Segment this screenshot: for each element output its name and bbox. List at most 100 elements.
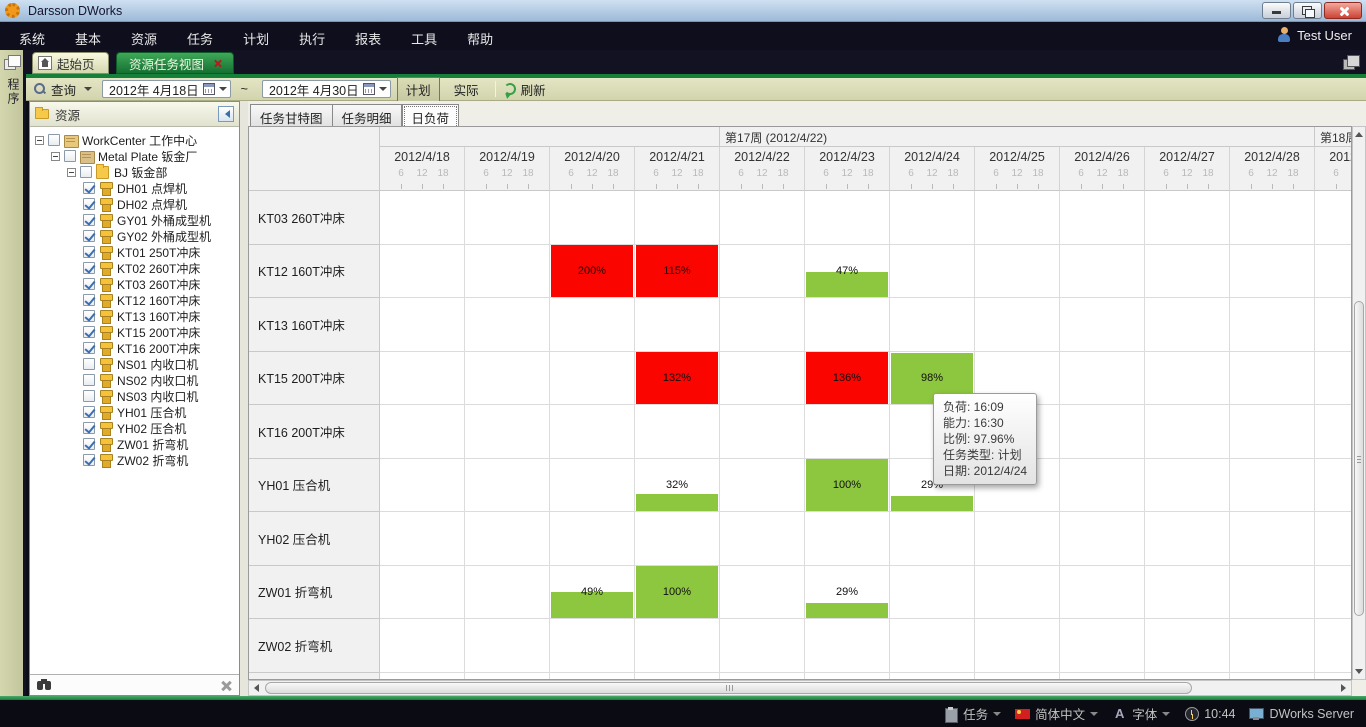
load-cell[interactable]: [635, 619, 720, 673]
load-cell[interactable]: [805, 619, 890, 673]
tree-node[interactable]: DH01 点焊机: [30, 180, 239, 196]
load-cell[interactable]: [465, 512, 550, 566]
tree-checkbox[interactable]: [83, 278, 95, 290]
scroll-down-arrow[interactable]: [1353, 665, 1365, 678]
tab-list-icon[interactable]: [1343, 55, 1360, 70]
tree-checkbox[interactable]: [80, 166, 92, 178]
load-cell[interactable]: [720, 405, 805, 459]
menu-item[interactable]: 资源: [131, 32, 158, 47]
load-cell[interactable]: [890, 672, 975, 679]
tree-checkbox[interactable]: [48, 134, 60, 146]
scroll-up-arrow[interactable]: [1353, 128, 1365, 141]
load-cell[interactable]: [550, 405, 635, 459]
vertical-scroll-thumb[interactable]: [1354, 301, 1364, 616]
tree-checkbox[interactable]: [83, 342, 95, 354]
tree-checkbox[interactable]: [83, 454, 95, 466]
tree-checkbox[interactable]: [83, 294, 95, 306]
load-bar[interactable]: [551, 592, 633, 618]
tree-node[interactable]: GY01 外桶成型机: [30, 212, 239, 228]
panel-splitter[interactable]: [240, 101, 248, 696]
horizontal-scrollbar[interactable]: [248, 680, 1352, 696]
load-cell[interactable]: [380, 458, 465, 512]
load-cell[interactable]: [1060, 672, 1145, 679]
tree-checkbox[interactable]: [64, 150, 76, 162]
load-bar[interactable]: [636, 244, 718, 297]
tree-node[interactable]: GY02 外桶成型机: [30, 228, 239, 244]
load-cell[interactable]: [720, 512, 805, 566]
load-cell[interactable]: [1060, 458, 1145, 512]
load-cell[interactable]: [1315, 191, 1351, 245]
plan-toggle-button[interactable]: 计划: [396, 76, 440, 102]
load-cell[interactable]: [1230, 191, 1315, 245]
load-cell[interactable]: [1145, 351, 1230, 405]
load-cell[interactable]: [1060, 351, 1145, 405]
load-cell[interactable]: [380, 672, 465, 679]
tree-node[interactable]: KT15 200T冲床: [30, 324, 239, 340]
tree-node[interactable]: NS03 内收口机: [30, 388, 239, 404]
tree-expander-icon[interactable]: [35, 135, 44, 145]
tree-checkbox[interactable]: [83, 230, 95, 242]
load-cell[interactable]: [805, 672, 890, 679]
menu-item[interactable]: 报表: [355, 32, 382, 47]
tree-checkbox[interactable]: [83, 262, 95, 274]
tree-expander-icon[interactable]: [67, 167, 76, 177]
load-cell[interactable]: [465, 351, 550, 405]
load-bar[interactable]: [551, 244, 633, 297]
load-cell[interactable]: [380, 244, 465, 298]
load-cell[interactable]: [380, 565, 465, 619]
load-cell[interactable]: [550, 458, 635, 512]
search-dropdown-caret[interactable]: [84, 87, 93, 95]
load-cell[interactable]: 136%: [805, 351, 890, 405]
tab-resource-task-view[interactable]: 资源任务视图: [116, 52, 234, 74]
actual-toggle-button[interactable]: 实际: [453, 83, 479, 98]
load-cell[interactable]: [465, 244, 550, 298]
load-cell[interactable]: [550, 672, 635, 679]
load-cell[interactable]: [1145, 458, 1230, 512]
load-cell[interactable]: [550, 619, 635, 673]
load-cell[interactable]: [1315, 619, 1351, 673]
load-cell[interactable]: [1315, 673, 1351, 680]
load-cell[interactable]: [465, 672, 550, 679]
date-to-field[interactable]: 2012年 4月30日: [261, 80, 391, 98]
tree-checkbox[interactable]: [83, 246, 95, 258]
status-time[interactable]: 10:44: [1184, 706, 1235, 721]
load-cell[interactable]: [1060, 244, 1145, 298]
load-cell[interactable]: [550, 298, 635, 352]
load-cell[interactable]: [1315, 566, 1351, 619]
load-cell[interactable]: [380, 298, 465, 352]
load-cell[interactable]: [805, 512, 890, 566]
tree-node[interactable]: WorkCenter 工作中心: [30, 132, 239, 148]
load-cell[interactable]: [890, 565, 975, 619]
load-cell[interactable]: [975, 191, 1060, 245]
load-cell[interactable]: [975, 672, 1060, 679]
load-cell[interactable]: [1315, 298, 1351, 352]
tree-node[interactable]: KT13 160T冲床: [30, 308, 239, 324]
load-cell[interactable]: [1315, 352, 1351, 405]
load-cell[interactable]: [720, 244, 805, 298]
tree-node[interactable]: DH02 点焊机: [30, 196, 239, 212]
load-cell[interactable]: [1060, 298, 1145, 352]
date-from-caret[interactable]: [218, 87, 227, 95]
load-cell[interactable]: 200%: [550, 244, 635, 298]
load-cell[interactable]: [465, 619, 550, 673]
load-cell[interactable]: [805, 298, 890, 352]
vertical-scrollbar[interactable]: [1352, 126, 1366, 680]
load-cell[interactable]: [635, 191, 720, 245]
status-server[interactable]: DWorks Server: [1249, 707, 1354, 721]
load-cell[interactable]: [635, 405, 720, 459]
load-cell[interactable]: 32%: [635, 458, 720, 512]
scroll-right-arrow[interactable]: [1337, 681, 1350, 695]
load-cell[interactable]: [720, 672, 805, 679]
tree-node[interactable]: KT16 200T冲床: [30, 340, 239, 356]
date-from-field[interactable]: 2012年 4月18日: [102, 80, 231, 98]
load-cell[interactable]: [805, 191, 890, 245]
load-cell[interactable]: [465, 405, 550, 459]
load-cell[interactable]: [975, 565, 1060, 619]
load-bar[interactable]: [636, 351, 718, 404]
load-cell[interactable]: [635, 672, 720, 679]
user-box[interactable]: Test User: [1277, 27, 1352, 43]
tree-checkbox[interactable]: [83, 310, 95, 322]
load-cell[interactable]: [975, 298, 1060, 352]
load-cell[interactable]: [380, 512, 465, 566]
load-cell[interactable]: [1315, 405, 1351, 459]
